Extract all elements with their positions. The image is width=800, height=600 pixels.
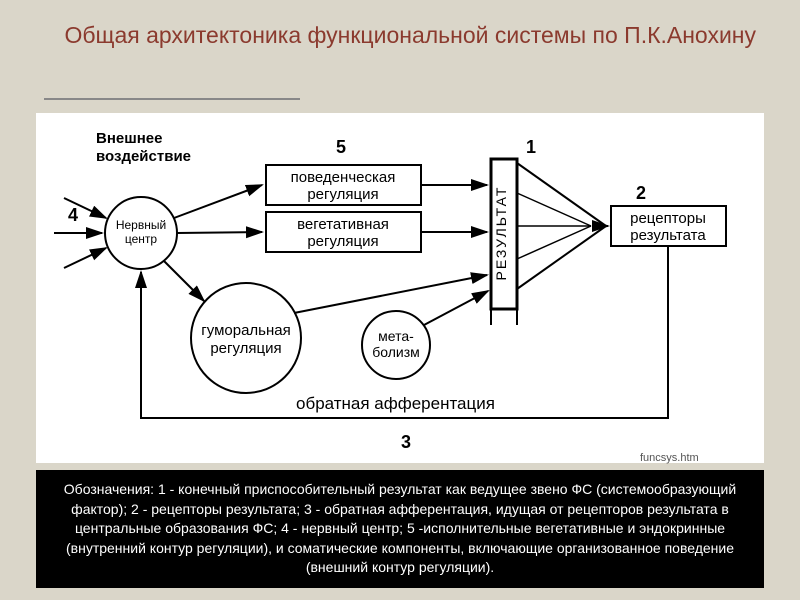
converge-top — [517, 163, 606, 226]
caption-box: Обозначения: 1 - конечный приспособитель… — [36, 470, 764, 588]
arrow-external-3 — [64, 248, 106, 268]
arrow-nc-vegetative — [177, 232, 262, 233]
vegetative-label-1: вегетативная — [297, 216, 389, 233]
humoral-label-2: регуляция — [210, 340, 281, 357]
title-underline — [44, 98, 300, 100]
converge-mid1 — [517, 193, 591, 226]
result-label: РЕЗУЛЬТАТ — [493, 186, 509, 281]
number-4: 4 — [68, 205, 78, 225]
arrow-nc-humoral — [164, 261, 204, 301]
metabolism-label-2: болизм — [372, 344, 420, 360]
diagram-container: Нервный центр Внешнее воздействие 4 5 1 … — [36, 113, 764, 463]
external-label-2: воздействие — [96, 148, 191, 165]
vegetative-label-2: регуляция — [307, 233, 378, 250]
behavioral-label-2: регуляция — [307, 186, 378, 203]
receptors-label-1: рецепторы — [630, 210, 706, 227]
receptors-label-2: результата — [630, 227, 706, 244]
nerve-center-label-2: центр — [125, 232, 158, 246]
number-3: 3 — [401, 432, 411, 452]
behavioral-label-1: поведенческая — [291, 169, 396, 186]
slide-title: Общая архитектоника функциональной систе… — [44, 20, 756, 51]
feedback-label: обратная афферентация — [296, 394, 495, 413]
converge-mid3 — [517, 226, 591, 259]
humoral-label-1: гуморальная — [201, 322, 290, 339]
caption-text: Обозначения: 1 - конечный приспособитель… — [64, 481, 736, 575]
number-2: 2 — [636, 183, 646, 203]
arrow-nc-behavioral — [174, 185, 262, 218]
external-label-1: Внешнее — [96, 130, 162, 147]
metabolism-label-1: мета- — [378, 328, 414, 344]
nerve-center-label-1: Нервный — [116, 218, 166, 232]
source-url-fragment: funcsys.htm — [640, 452, 699, 464]
number-5: 5 — [336, 137, 346, 157]
arrow-met-result — [424, 291, 488, 325]
number-1: 1 — [526, 137, 536, 157]
diagram-svg: Нервный центр Внешнее воздействие 4 5 1 … — [36, 113, 764, 463]
converge-bot — [517, 226, 606, 289]
